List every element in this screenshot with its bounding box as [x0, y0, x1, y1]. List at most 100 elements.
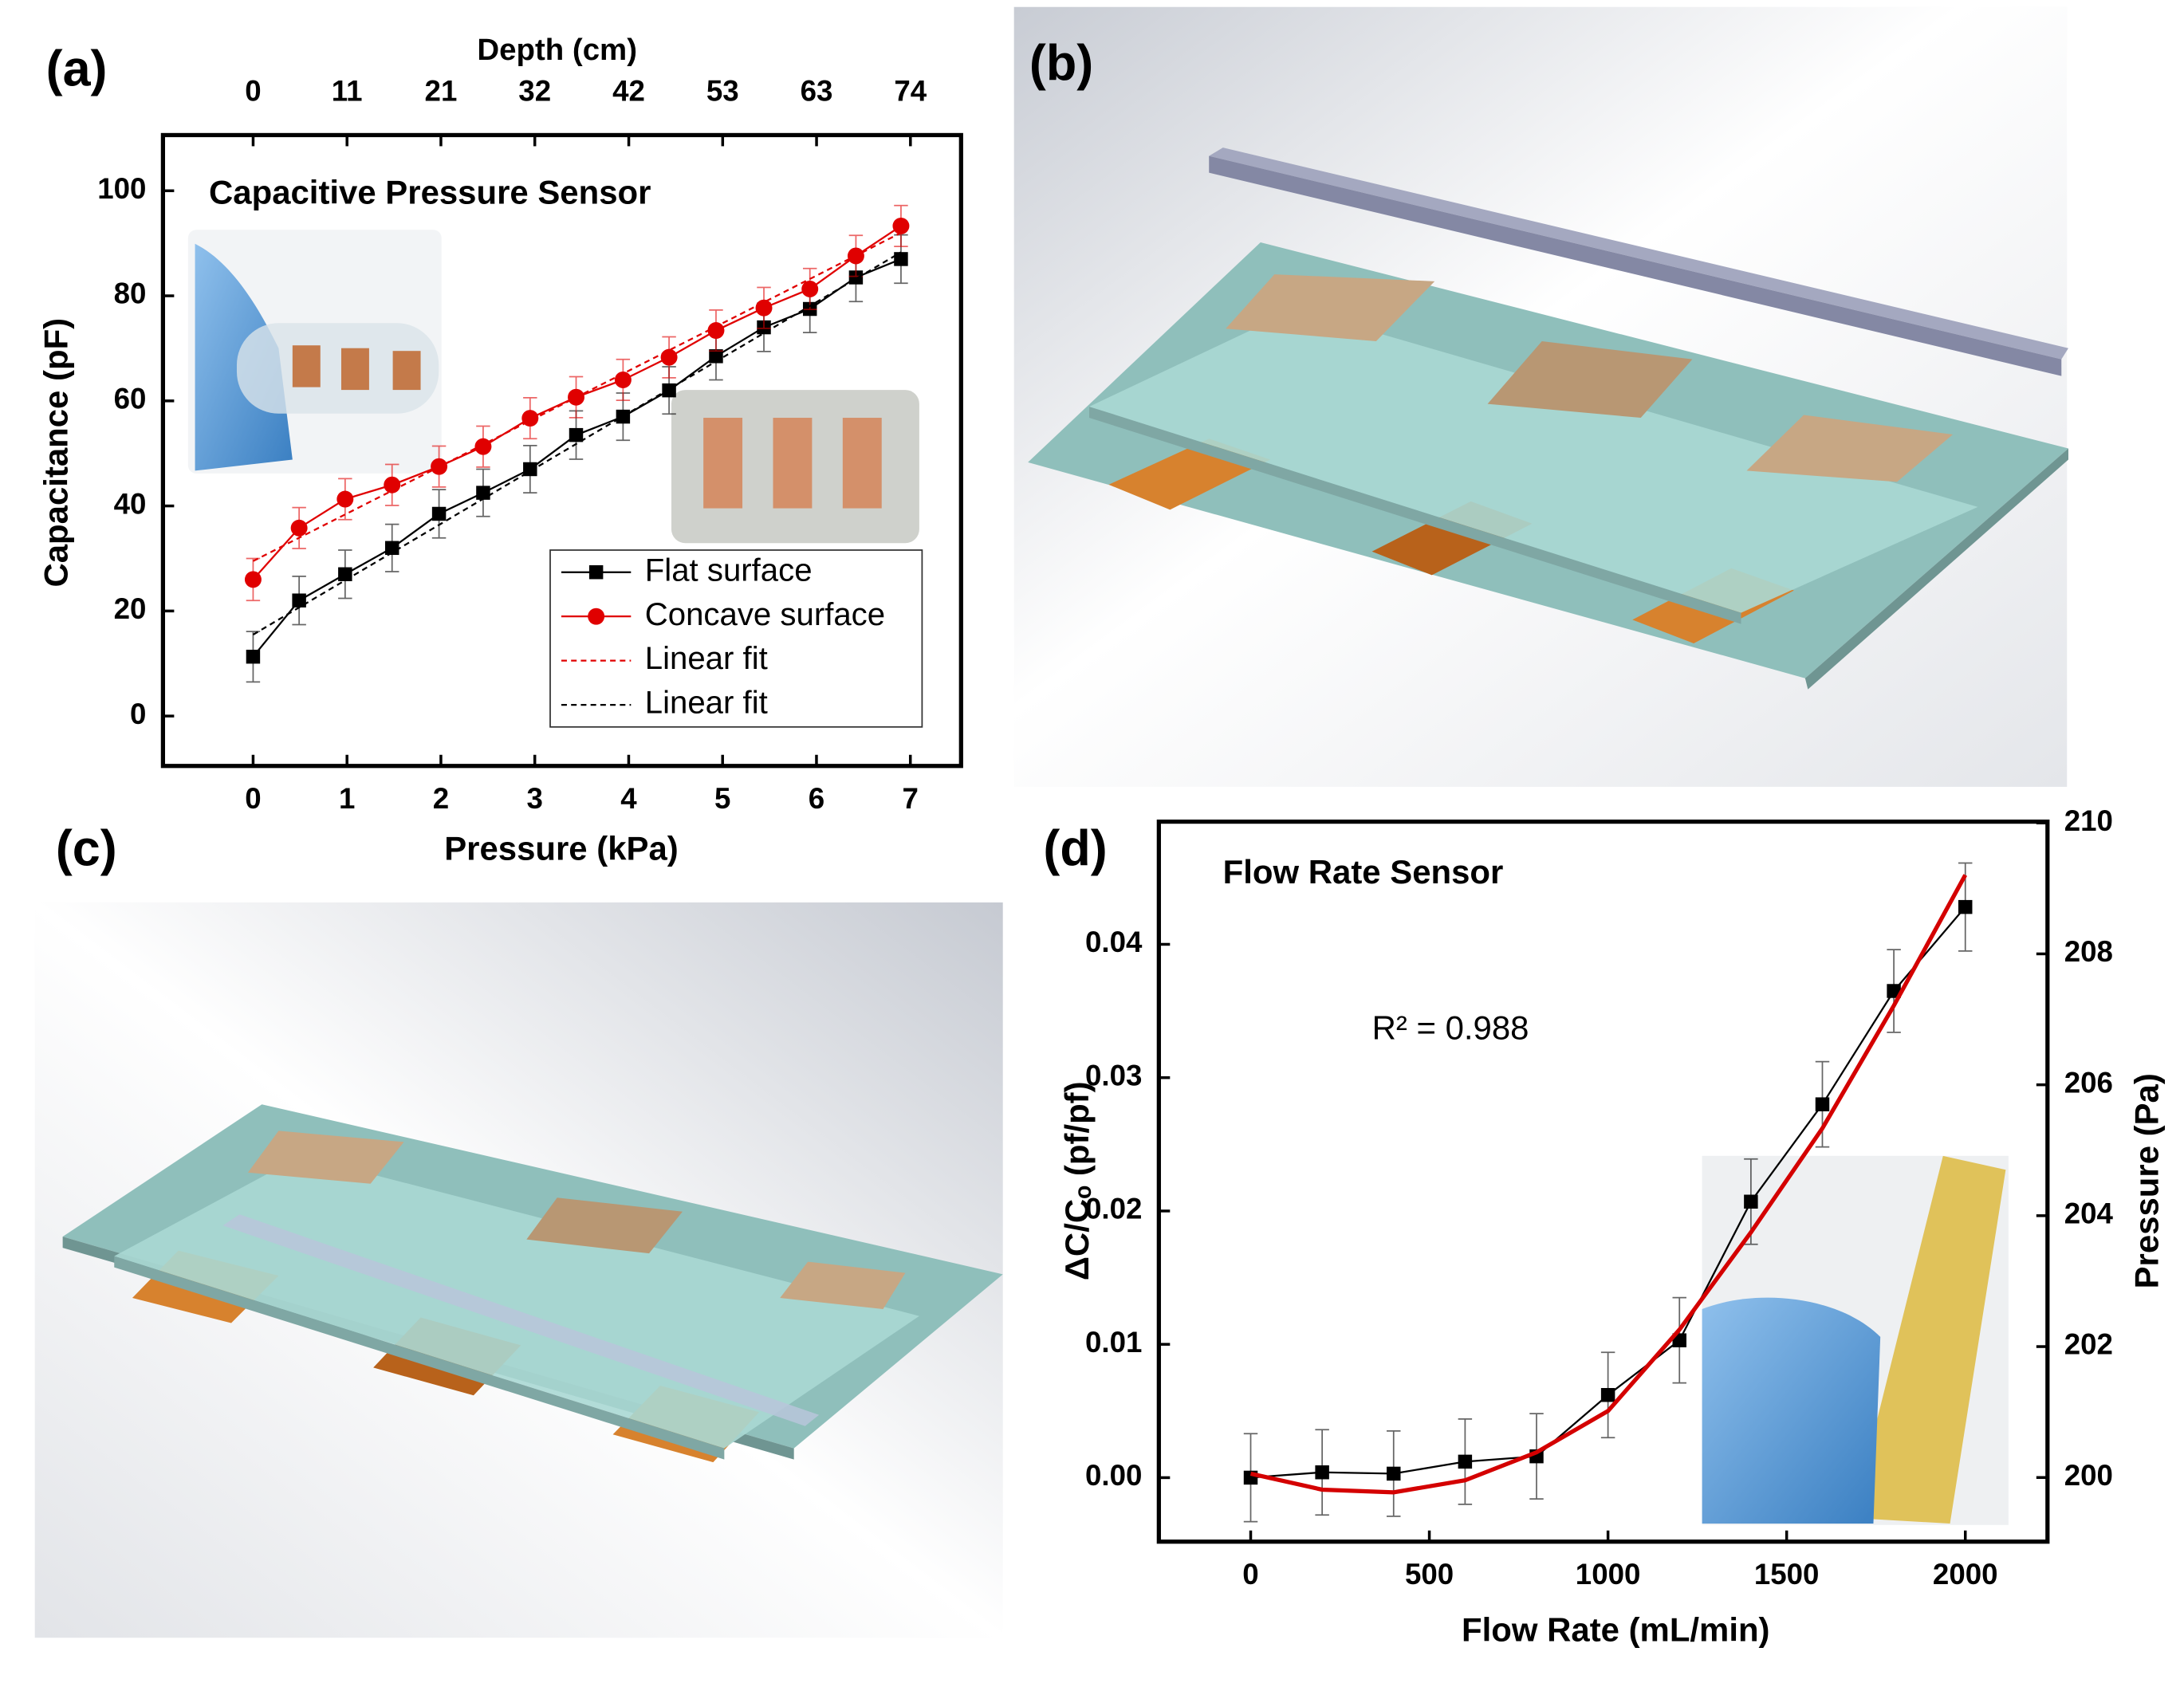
marker	[476, 486, 490, 500]
x-tick-label: 0	[245, 782, 261, 815]
x-tick-label: 5	[714, 782, 730, 815]
marker	[1458, 1454, 1473, 1469]
y-tick-label: 0.02	[1085, 1193, 1142, 1225]
y-tick-label: 0.01	[1085, 1326, 1142, 1359]
channel-bar-edge	[1209, 155, 2062, 376]
electrode	[1487, 340, 1693, 419]
x-tick-label: 3	[526, 782, 542, 815]
render-b	[1013, 6, 2069, 787]
y-tick-label: 0.04	[1085, 926, 1143, 958]
chart: 0 1 2 3 4 5 6 7 0 11 21 32 42 53 63 74 0 20 40 60 80 100 Flat …	[37, 33, 963, 867]
marker	[569, 427, 584, 442]
sensor-pad	[703, 418, 743, 509]
marker	[1387, 1466, 1401, 1481]
top-plate	[1089, 309, 1978, 613]
x-tick-label: 4	[620, 782, 637, 815]
electrode	[526, 1197, 683, 1254]
y2-tick-label: 204	[2064, 1197, 2114, 1230]
marker	[1887, 984, 1901, 998]
marker	[474, 438, 492, 455]
marker	[755, 299, 773, 317]
marker	[246, 649, 261, 664]
chart-title: Capacitive Pressure Sensor	[209, 174, 651, 211]
y2-tick-label: 206	[2064, 1066, 2113, 1099]
glove	[1702, 1297, 1881, 1524]
marker	[1958, 899, 1973, 914]
x2-tick-label: 11	[332, 75, 363, 108]
x2-axis-label: Depth (cm)	[477, 33, 637, 67]
legend-label: Concave surface	[645, 596, 885, 632]
x2-tick-label: 0	[245, 75, 261, 108]
marker	[292, 593, 306, 608]
legend-label: Flat surface	[645, 552, 813, 588]
x2-tick-label: 53	[706, 75, 739, 108]
y-tick-label: 40	[114, 487, 147, 520]
sensor-pad	[842, 418, 882, 509]
x-tick-label: 500	[1405, 1558, 1454, 1591]
legend-label: Linear fit	[645, 685, 768, 721]
x-axis-label: Flow Rate (mL/min)	[1462, 1610, 1769, 1648]
y2-tick-label: 210	[2064, 804, 2113, 837]
plate-edge	[1804, 448, 2069, 690]
x2-tick-label: 63	[801, 75, 833, 108]
plate-edge	[114, 1256, 725, 1460]
render-c	[34, 902, 1003, 1638]
sensor-pad	[292, 345, 321, 387]
marker	[1815, 1097, 1830, 1111]
x-axis-label: Pressure (kPa)	[444, 829, 679, 867]
y2-tick-label: 208	[2064, 935, 2113, 968]
marker	[384, 476, 401, 493]
electrode	[780, 1261, 906, 1309]
marker	[338, 567, 352, 581]
inset-photo-sensor	[671, 390, 919, 544]
marker	[336, 490, 354, 508]
y2-tick-label: 202	[2064, 1328, 2113, 1361]
electrode	[1746, 415, 1954, 482]
x-tick-label: 1000	[1576, 1558, 1641, 1591]
y-tick-label: 0.00	[1085, 1459, 1142, 1492]
annotation: R² = 0.988	[1372, 1009, 1529, 1047]
marker	[1744, 1194, 1758, 1209]
x-tick-label: 2	[433, 782, 449, 815]
x2-tick-label: 74	[894, 75, 927, 108]
y-tick-label: 100	[97, 172, 146, 205]
x-tick-label: 0	[1242, 1558, 1258, 1591]
marker	[801, 281, 819, 297]
x2-tick-label: 21	[425, 75, 458, 108]
plot-frame	[160, 132, 963, 769]
y2-tick-label: 200	[2064, 1459, 2113, 1492]
legend-box	[549, 549, 923, 728]
sensor-pad	[340, 348, 369, 391]
marker	[660, 348, 678, 366]
tube	[236, 323, 439, 414]
panel-label: (d)	[1043, 821, 1107, 877]
x-tick-label: 1	[339, 782, 355, 815]
panel-label: (a)	[46, 41, 108, 96]
marker	[244, 571, 262, 588]
y-tick-label: 80	[114, 277, 147, 310]
chart-title: Flow Rate Sensor	[1223, 853, 1504, 891]
series-line	[252, 231, 902, 562]
x2-tick-label: 42	[612, 75, 645, 108]
marker	[1672, 1333, 1686, 1347]
panel-label: (c)	[56, 821, 117, 877]
y-tick-label: 0	[130, 698, 146, 730]
tube	[1852, 1155, 2006, 1524]
x-tick-label: 7	[903, 782, 919, 815]
y-tick-label: 60	[114, 383, 147, 415]
sensor-pad	[392, 351, 421, 391]
marker	[662, 383, 676, 398]
x2-tick-label: 32	[518, 75, 551, 108]
series-line	[1249, 874, 1968, 1495]
electrode	[247, 1131, 404, 1184]
x-tick-label: 6	[809, 782, 824, 815]
chart: 0 500 1000 1500 2000 0.00 0.01 0.02 0.03 0.04 200 2…	[1058, 804, 2166, 1648]
x-tick-label: 2000	[1933, 1558, 1998, 1591]
marker	[894, 252, 908, 266]
marker	[892, 217, 910, 234]
plot-frame	[1156, 819, 2050, 1544]
channel-bar	[222, 1214, 820, 1426]
marker	[1315, 1465, 1329, 1480]
